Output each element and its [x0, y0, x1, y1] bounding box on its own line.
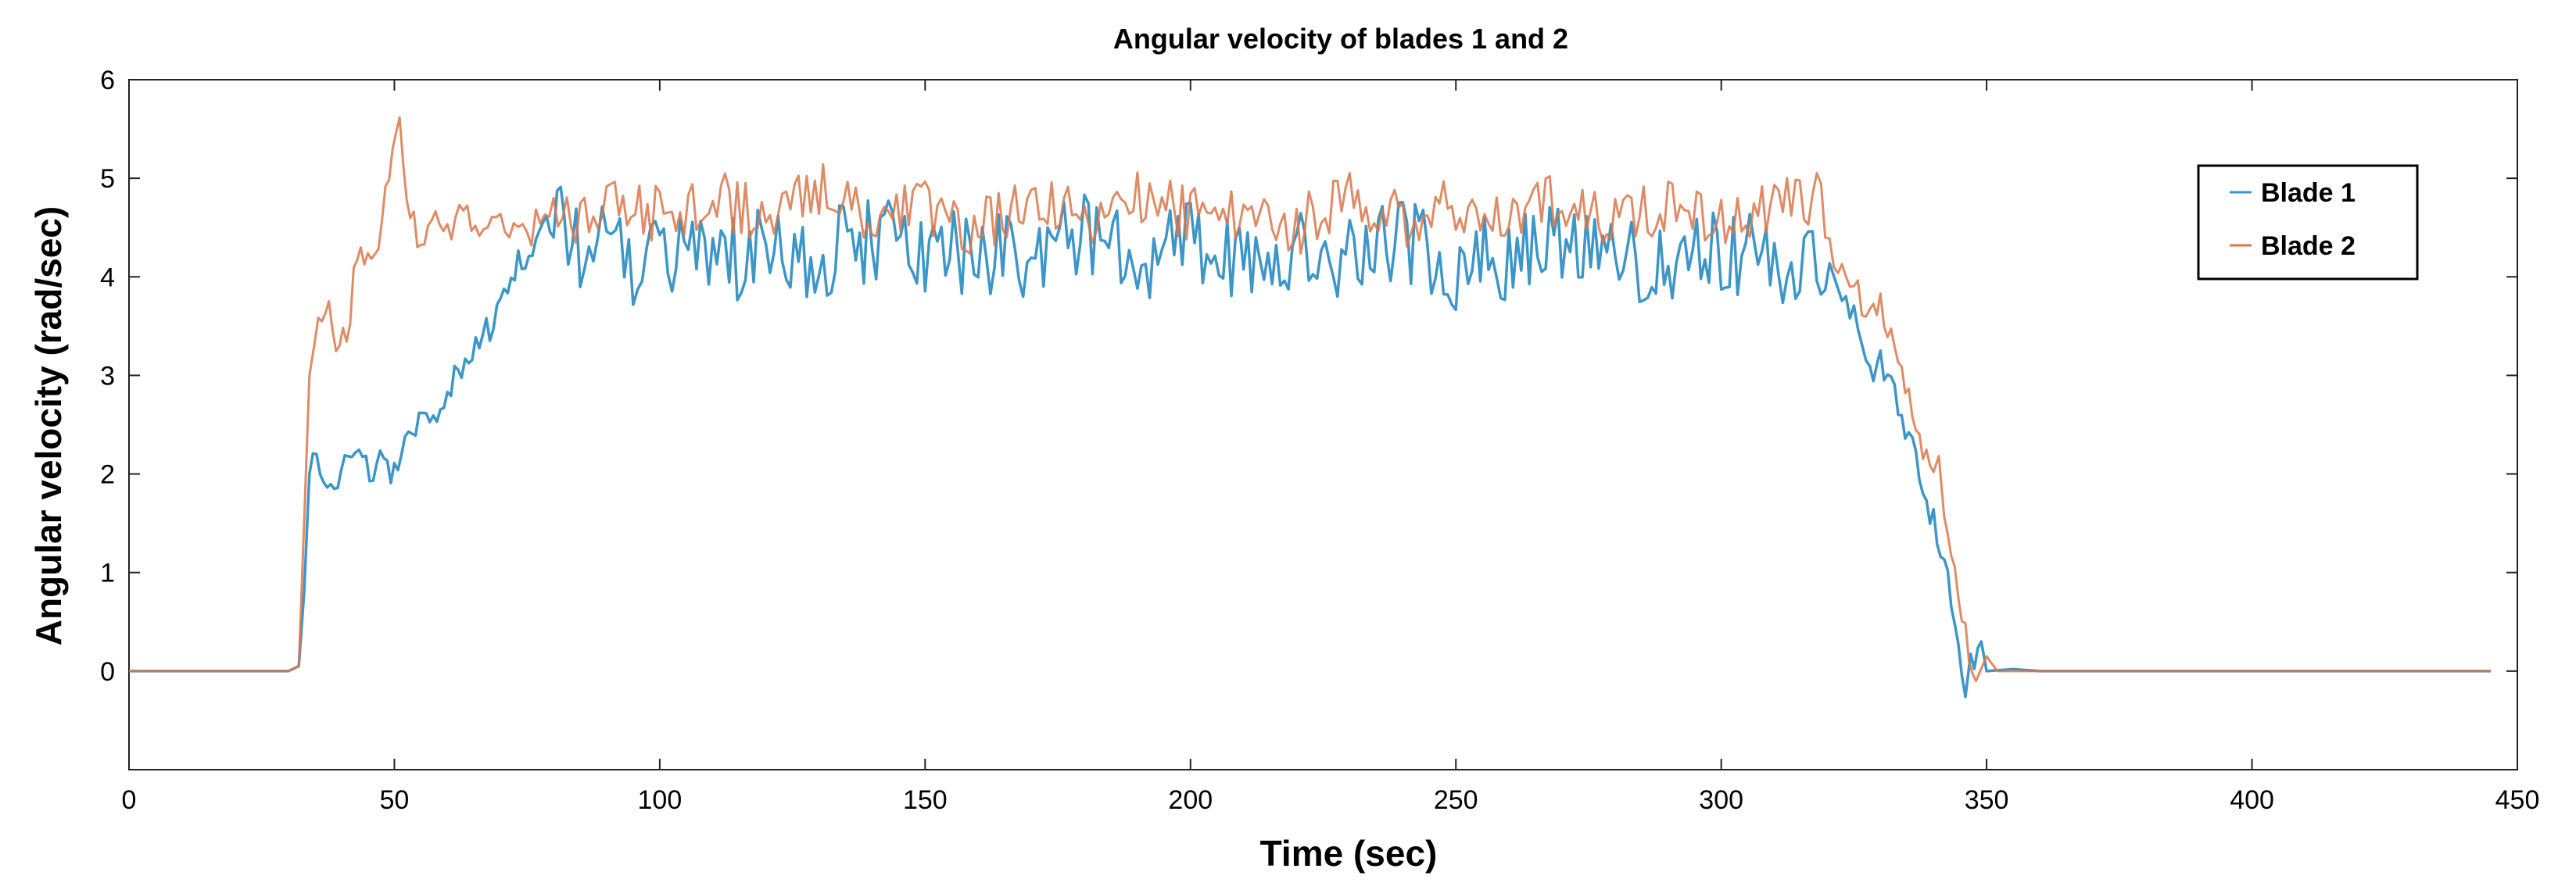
legend-label-blade-1: Blade 1 [2261, 178, 2356, 208]
x-tick-label: 300 [1699, 785, 1743, 815]
y-tick-label: 4 [100, 263, 115, 292]
series-line-blade-2 [129, 116, 2492, 682]
plot-area-frame [128, 79, 2518, 770]
x-tick-label: 250 [1434, 785, 1478, 815]
x-tick-label: 0 [122, 785, 137, 815]
x-tick-label: 150 [903, 785, 948, 815]
series-layer [129, 116, 2492, 699]
legend-label-blade-2: Blade 2 [2261, 231, 2356, 261]
y-tick-label: 0 [100, 657, 115, 687]
legend-box [2197, 164, 2419, 281]
y-tick-label: 3 [100, 361, 115, 391]
y-tick-label: 6 [100, 66, 115, 95]
x-tick-label: 450 [2495, 785, 2540, 815]
y-tick-label: 2 [100, 460, 115, 490]
legend: Blade 1 Blade 2 [2197, 164, 2419, 281]
y-tick-label: 1 [100, 559, 115, 588]
y-axis-label: Angular velocity (rad/sec) [28, 206, 69, 645]
chart-title: Angular velocity of blades 1 and 2 [1113, 23, 1568, 55]
x-tick-label: 400 [2230, 785, 2274, 815]
x-axis-label: Time (sec) [1260, 833, 1438, 874]
x-tick-label: 100 [638, 785, 683, 815]
x-tick-label: 50 [380, 785, 410, 815]
x-tick-label: 200 [1168, 785, 1213, 815]
x-tick-label: 350 [1965, 785, 2009, 815]
ticks-layer: 0 50 100 150 200 250 300 350 400 450 0 1 2 3 4 5 6 [100, 66, 2539, 815]
y-tick-label: 5 [100, 164, 115, 194]
